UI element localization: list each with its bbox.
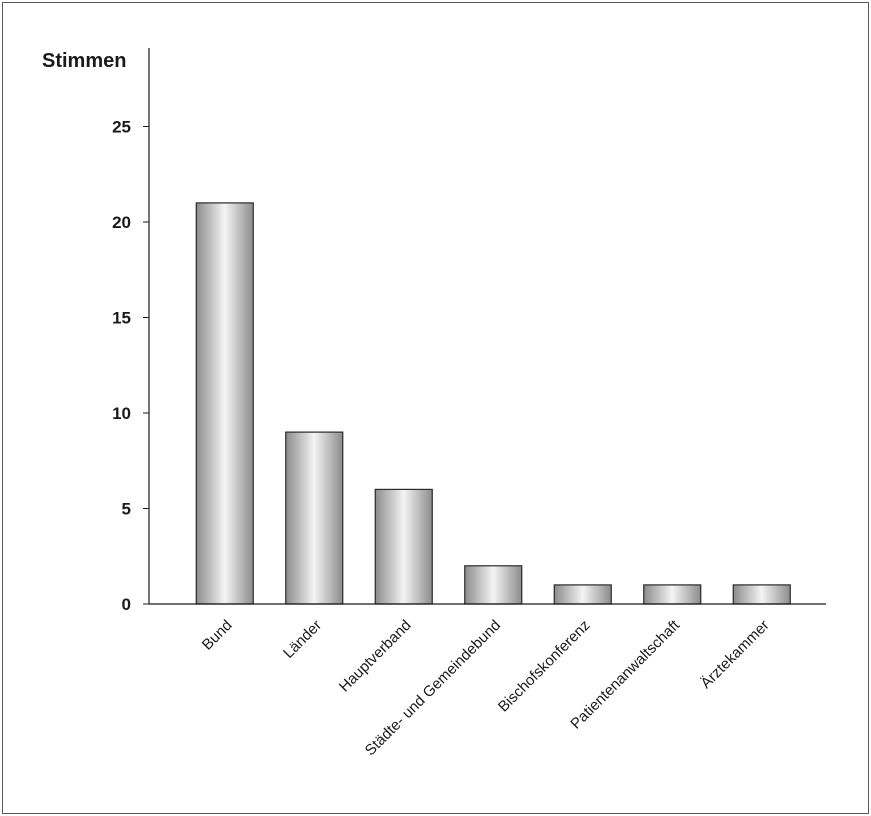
bar [285,431,344,605]
y-tick-label: 10 [112,404,131,423]
x-tick-label: Bischofskonferenz [495,617,594,716]
bar [374,488,433,605]
y-tick-label: 20 [112,213,131,232]
y-tick-label: 5 [122,500,131,519]
x-tick-label: Bund [199,617,236,654]
y-axis-label: Stimmen [42,50,126,72]
bar [732,584,791,605]
x-tick-label: Hauptverband [336,617,415,696]
y-tick-label: 25 [112,118,131,137]
bar [464,565,523,605]
y-axis-ticks: 0 5 10 15 20 25 [112,118,149,614]
bar [195,202,254,605]
y-tick-label: 15 [112,309,131,328]
bar [553,584,612,605]
x-tick-label: Ärztekammer [697,617,772,692]
y-tick-label: 0 [122,595,131,614]
x-tick-label: Länder [280,617,325,662]
bar [643,584,702,605]
bars [195,202,791,605]
